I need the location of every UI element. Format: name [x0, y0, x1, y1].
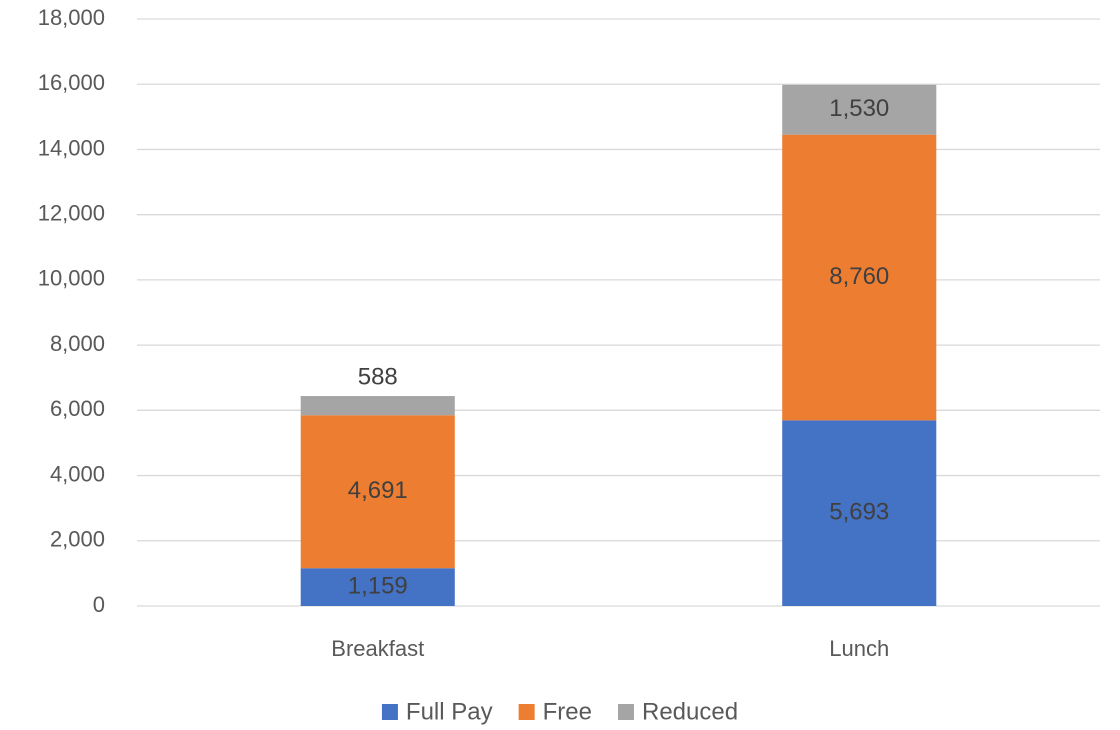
y-tick-label: 16,000 — [38, 70, 105, 95]
x-tick-label: Lunch — [829, 636, 889, 661]
bar-segment — [300, 415, 455, 569]
y-tick-label: 8,000 — [50, 331, 105, 356]
data-label: 1,530 — [829, 95, 889, 122]
y-tick-label: 10,000 — [38, 266, 105, 291]
bar-segment — [782, 134, 937, 421]
data-label: 588 — [358, 363, 398, 390]
legend-swatch — [617, 704, 634, 720]
y-tick-label: 18,000 — [38, 5, 105, 30]
bar-segment — [782, 420, 937, 606]
bar-segment — [782, 84, 937, 135]
bar-segment — [300, 568, 455, 606]
y-tick-label: 6,000 — [50, 396, 105, 421]
data-label: 4,691 — [348, 477, 408, 504]
data-label: 5,693 — [829, 499, 889, 526]
y-tick-label: 4,000 — [50, 461, 105, 486]
data-label: 8,760 — [829, 263, 889, 290]
legend-swatch — [518, 704, 535, 720]
data-label: 1,159 — [348, 572, 408, 599]
x-tick-label: Breakfast — [331, 636, 424, 661]
y-tick-label: 14,000 — [38, 135, 105, 160]
legend-label: Free — [543, 698, 592, 725]
bar-segment — [300, 396, 455, 416]
y-tick-label: 0 — [93, 592, 105, 617]
y-tick-label: 2,000 — [50, 527, 105, 552]
legend-label: Reduced — [642, 698, 738, 725]
legend-swatch — [381, 704, 398, 720]
y-tick-label: 12,000 — [38, 200, 105, 225]
legend-label: Full Pay — [406, 698, 493, 725]
